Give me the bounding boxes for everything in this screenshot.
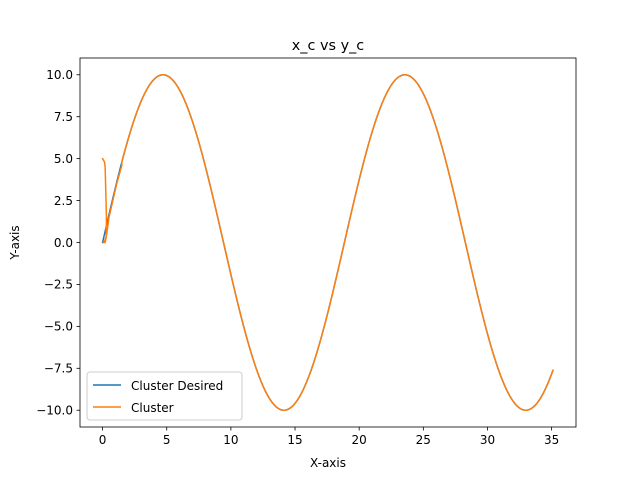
x-tick-label: 30 xyxy=(480,433,495,447)
y-axis-label: Y-axis xyxy=(8,225,22,260)
y-axis-ticks: −10.0 −7.5 −5.0 −2.5 0.0 2.5 5.0 7.5 10.0 xyxy=(36,68,80,418)
y-tick-label: 2.5 xyxy=(54,194,73,208)
x-tick-label: 0 xyxy=(99,433,107,447)
x-axis-ticks: 0 5 10 15 20 25 30 35 xyxy=(99,427,559,447)
legend-label-cluster: Cluster xyxy=(131,401,174,415)
plot-area xyxy=(101,74,554,411)
legend: Cluster Desired Cluster xyxy=(86,371,243,421)
x-tick-label: 15 xyxy=(287,433,302,447)
y-tick-label: −2.5 xyxy=(44,278,73,292)
y-tick-label: −10.0 xyxy=(36,404,73,418)
x-tick-label: 5 xyxy=(163,433,171,447)
x-axis-label: X-axis xyxy=(310,456,346,470)
x-tick-label: 10 xyxy=(223,433,238,447)
y-tick-label: −5.0 xyxy=(44,320,73,334)
x-tick-label: 25 xyxy=(416,433,431,447)
chart-title: x_c vs y_c xyxy=(292,38,364,54)
y-tick-label: 10.0 xyxy=(46,68,73,82)
series-line-cluster xyxy=(101,74,554,411)
x-tick-label: 35 xyxy=(544,433,559,447)
y-tick-label: 0.0 xyxy=(54,236,73,250)
legend-label-cluster-desired: Cluster Desired xyxy=(131,379,223,393)
legend-box xyxy=(86,371,243,421)
y-tick-label: 5.0 xyxy=(54,152,73,166)
x-tick-label: 20 xyxy=(352,433,367,447)
y-tick-label: 7.5 xyxy=(54,110,73,124)
y-tick-label: −7.5 xyxy=(44,362,73,376)
